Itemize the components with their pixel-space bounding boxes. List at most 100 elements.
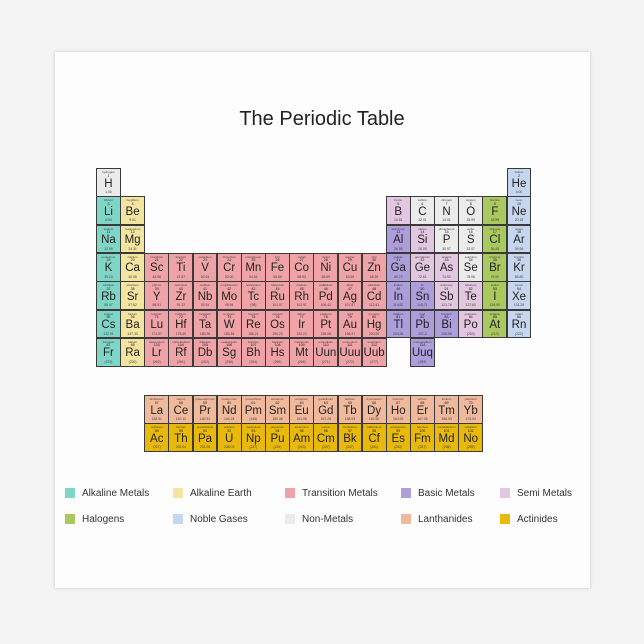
atomic-mass: 183.84 bbox=[224, 331, 235, 336]
element-symbol: As bbox=[439, 262, 454, 275]
atomic-number: 70 bbox=[468, 400, 473, 405]
element-symbol: Au bbox=[342, 319, 357, 332]
element-name: osmium bbox=[272, 311, 283, 316]
element-cell-rf: rutherfordium 104 Rf (261) bbox=[168, 337, 194, 367]
element-cell-rh: rhodium 45 Rh 102.91 bbox=[289, 281, 315, 311]
atomic-mass: (271) bbox=[321, 359, 330, 364]
element-cell-po: polonium 84 Po (209) bbox=[458, 309, 484, 339]
atomic-number: 62 bbox=[275, 400, 280, 405]
atomic-number: 57 bbox=[154, 400, 159, 405]
element-name: ytterbium bbox=[464, 397, 477, 401]
legend-label: Alkaline Earth bbox=[190, 487, 252, 499]
element-name: einsteinium bbox=[390, 425, 406, 430]
element-cell-rn: radon 86 Rn (222) bbox=[506, 309, 532, 339]
element-name: nobelium bbox=[464, 425, 477, 430]
atomic-number: 67 bbox=[396, 400, 401, 405]
atomic-mass: 107.87 bbox=[344, 303, 356, 308]
element-cell-uuu: unununium 111 Uuu (272) bbox=[337, 337, 363, 367]
atomic-number: 2 bbox=[517, 173, 520, 178]
element-name: tellurium bbox=[465, 283, 477, 288]
element-name: rubidium bbox=[102, 283, 115, 288]
element-cell-in: indium 49 In 114.82 bbox=[385, 281, 411, 311]
element-name: cadmium bbox=[368, 283, 381, 288]
element-name: polonium bbox=[464, 311, 477, 316]
atomic-mass: (243) bbox=[297, 445, 306, 450]
atomic-mass: 83.80 bbox=[514, 274, 524, 279]
element-cell-n: nitrogen 7 N 14.01 bbox=[434, 196, 459, 226]
legend-item-hal: Halogens bbox=[65, 513, 124, 525]
element-cell-ra: radium 88 Ra (226) bbox=[120, 337, 146, 367]
atomic-mass: 138.91 bbox=[151, 417, 162, 422]
element-cell-pd: palladium 46 Pd 106.42 bbox=[313, 281, 339, 311]
element-symbol: Ce bbox=[173, 404, 189, 417]
element-symbol: Co bbox=[294, 262, 309, 275]
element-cell-bh: bohrium 107 Bh (264) bbox=[240, 337, 266, 367]
element-name: manganese bbox=[245, 254, 262, 259]
element-name: fermium bbox=[416, 425, 428, 430]
element-symbol: Ga bbox=[390, 262, 406, 275]
element-name: protactinium bbox=[196, 425, 214, 430]
element-cell-db: dubnium 105 Db (262) bbox=[192, 337, 218, 367]
element-symbol: W bbox=[223, 319, 235, 332]
atomic-mass: 65.39 bbox=[369, 274, 379, 279]
element-name: holmium bbox=[392, 397, 404, 401]
element-name: xenon bbox=[514, 283, 524, 288]
element-cell-h: hydrogen 1 H 1.00 bbox=[96, 168, 121, 197]
element-cell-lu: lutetium 71 Lu 174.97 bbox=[144, 309, 170, 339]
atomic-mass: 87.62 bbox=[128, 303, 137, 308]
element-symbol: Cs bbox=[101, 319, 116, 332]
atomic-number: 111 bbox=[347, 343, 353, 348]
atomic-mass: 78.96 bbox=[466, 274, 475, 279]
element-symbol: K bbox=[104, 262, 113, 275]
atomic-number: 112 bbox=[371, 343, 377, 348]
atomic-number: 106 bbox=[226, 343, 233, 348]
element-cell-th: thorium 90 Th 232.04 bbox=[168, 423, 194, 453]
atomic-number: 61 bbox=[251, 400, 256, 405]
atomic-number: 39 bbox=[154, 286, 159, 291]
atomic-mass: 140.12 bbox=[175, 417, 187, 422]
atomic-number: 10 bbox=[516, 201, 521, 206]
atomic-number: 71 bbox=[154, 315, 159, 319]
atomic-mass: 58.69 bbox=[321, 274, 331, 279]
atomic-number: 32 bbox=[420, 258, 425, 263]
element-cell-sr: strontium 38 Sr 87.62 bbox=[120, 281, 146, 311]
legend-item-nm: Non-Metals bbox=[285, 513, 353, 525]
element-cell-i: iodine 53 I 126.90 bbox=[482, 281, 508, 311]
element-name: selenium bbox=[464, 254, 477, 259]
legend-item-am: Alkaline Metals bbox=[65, 487, 149, 499]
element-symbol: Ac bbox=[150, 432, 164, 445]
legend-label: Alkaline Metals bbox=[82, 487, 150, 499]
atomic-mass: (226) bbox=[128, 359, 137, 364]
element-cell-hs: hassium 108 Hs (269) bbox=[265, 337, 290, 367]
element-name: carbon bbox=[417, 198, 427, 203]
element-symbol: Th bbox=[174, 432, 188, 445]
element-symbol: In bbox=[393, 290, 404, 303]
element-name: promethium bbox=[245, 397, 262, 401]
element-cell-ac: actinium 89 Ac (227) bbox=[144, 423, 170, 453]
element-symbol: Nb bbox=[197, 290, 213, 303]
element-symbol: Fe bbox=[270, 262, 285, 275]
atomic-mass: 54.94 bbox=[249, 274, 258, 279]
atomic-number: 34 bbox=[468, 258, 473, 263]
element-symbol: Tb bbox=[343, 404, 357, 417]
atomic-number: 20 bbox=[130, 258, 135, 263]
atomic-number: 76 bbox=[275, 315, 280, 319]
element-symbol: Ba bbox=[125, 319, 140, 332]
element-name: chlorine bbox=[489, 226, 501, 231]
atomic-mass: 173.04 bbox=[465, 417, 476, 422]
atomic-number: 110 bbox=[322, 343, 329, 348]
element-name: niobium bbox=[199, 283, 211, 288]
element-symbol: Ar bbox=[513, 234, 525, 247]
atomic-mass: 1.00 bbox=[105, 190, 112, 195]
element-name: francium bbox=[102, 339, 115, 344]
element-cell-hg: mercury 80 Hg 200.59 bbox=[361, 309, 387, 339]
atomic-mass: (145) bbox=[249, 417, 258, 422]
atomic-mass: (257) bbox=[418, 445, 427, 450]
atomic-number: 58 bbox=[178, 400, 183, 405]
element-cell-os: osmium 76 Os 190.23 bbox=[265, 309, 290, 339]
element-name: technetium bbox=[245, 283, 261, 288]
element-name: samarium bbox=[270, 397, 285, 401]
atomic-mass: 231.04 bbox=[199, 445, 211, 450]
element-cell-uuq: ununquadium 114 Uuq (289) bbox=[409, 337, 435, 367]
atomic-mass: 12.01 bbox=[418, 218, 427, 223]
